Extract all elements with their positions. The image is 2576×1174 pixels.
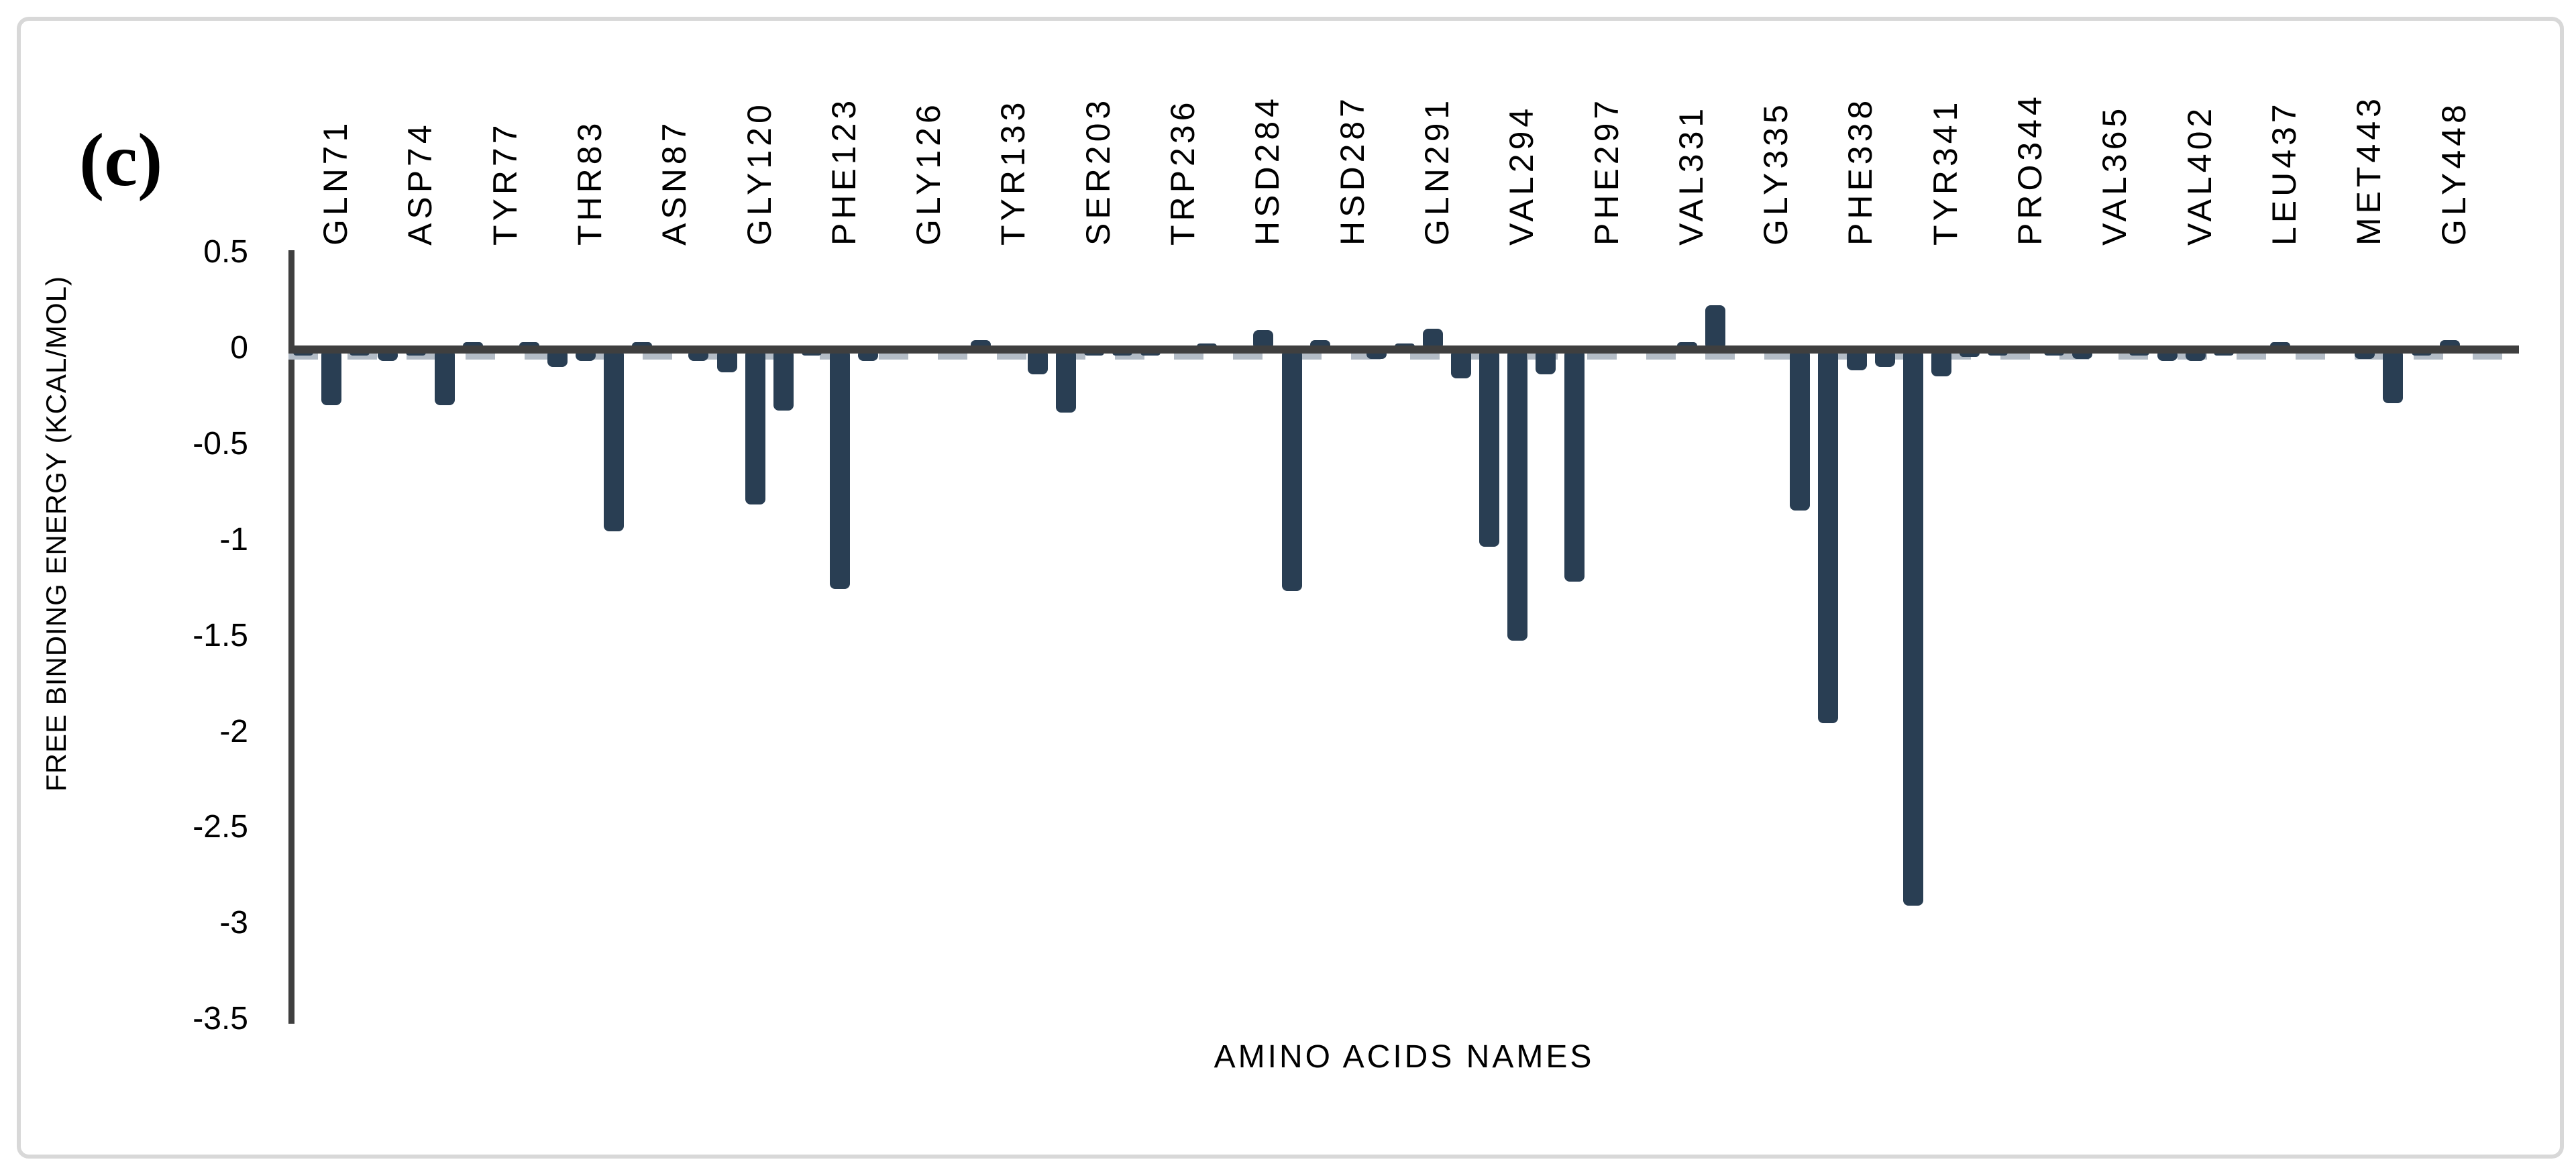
y-tick-label: -1 [219, 521, 248, 557]
x-category-label: HSD284 [1248, 95, 1287, 246]
y-tick-label: -2 [219, 713, 248, 749]
x-category-label: MET443 [2350, 95, 2388, 246]
bar [1902, 350, 1923, 906]
x-category-label: TYR133 [994, 98, 1032, 246]
bar [1705, 305, 1725, 350]
x-category-label: PHE338 [1841, 96, 1880, 246]
bar [1818, 350, 1839, 724]
x-axis-line [288, 345, 2519, 354]
x-category-label: ASP74 [401, 121, 439, 246]
bar [1055, 350, 1076, 413]
y-tick-label: -1.5 [193, 617, 248, 653]
bar [434, 350, 455, 405]
x-category-label: TRP236 [1164, 98, 1201, 246]
y-tick-label: 0.5 [203, 234, 248, 270]
bar [1027, 350, 1048, 375]
x-category-label: GLN71 [317, 119, 354, 246]
y-tick-label: -3 [219, 905, 248, 941]
y-tick-label: -0.5 [193, 425, 248, 462]
x-category-label: GLY126 [910, 101, 948, 246]
x-category-label: GLY448 [2434, 101, 2473, 246]
x-category-label: TYR341 [1926, 98, 1964, 246]
y-tick-label: 0 [230, 330, 248, 366]
bar [604, 350, 625, 532]
y-tick-label: -3.5 [193, 1001, 248, 1037]
x-category-label: VAL331 [1672, 104, 1710, 246]
bar [1281, 350, 1302, 592]
x-category-label: PHE123 [824, 96, 863, 246]
bar [745, 350, 765, 505]
y-tick-label: -2.5 [193, 809, 248, 845]
x-category-label: VAL294 [1503, 104, 1541, 246]
zero-gridline-dashes [288, 353, 2519, 360]
x-category-label: VAL402 [2180, 104, 2218, 246]
x-category-label: HSD287 [1333, 95, 1371, 246]
bar [773, 350, 794, 411]
x-category-label: GLY335 [1757, 101, 1795, 246]
bar [2383, 350, 2404, 403]
x-category-label: PRO344 [2011, 93, 2049, 246]
bar [1479, 350, 1500, 547]
x-category-label: PHE297 [1587, 96, 1625, 246]
bar [1451, 350, 1472, 378]
x-category-label: ASN87 [655, 119, 694, 246]
y-axis-line [288, 250, 294, 1024]
panel-letter-label: (c) [79, 119, 163, 202]
x-axis-title: AMINO ACIDS NAMES [1214, 1039, 1595, 1075]
bar [1536, 350, 1556, 375]
bar [1931, 350, 1951, 376]
bar [1507, 350, 1528, 641]
bar [829, 350, 850, 590]
bar [321, 350, 342, 405]
x-category-label: SER203 [1079, 96, 1117, 246]
x-category-label: LEU437 [2265, 100, 2303, 246]
x-category-label: GLN291 [1417, 96, 1456, 246]
x-category-label: TYR77 [486, 121, 524, 246]
x-category-label: GLY120 [740, 101, 778, 246]
x-category-label: VAL365 [2096, 104, 2134, 246]
x-category-label: THR83 [570, 119, 608, 246]
bar [1564, 350, 1585, 582]
bar [1790, 350, 1811, 511]
